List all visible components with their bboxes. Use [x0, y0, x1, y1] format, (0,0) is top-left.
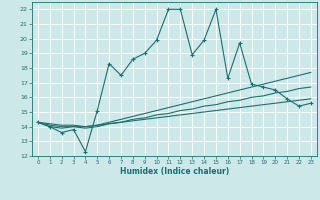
X-axis label: Humidex (Indice chaleur): Humidex (Indice chaleur)	[120, 167, 229, 176]
